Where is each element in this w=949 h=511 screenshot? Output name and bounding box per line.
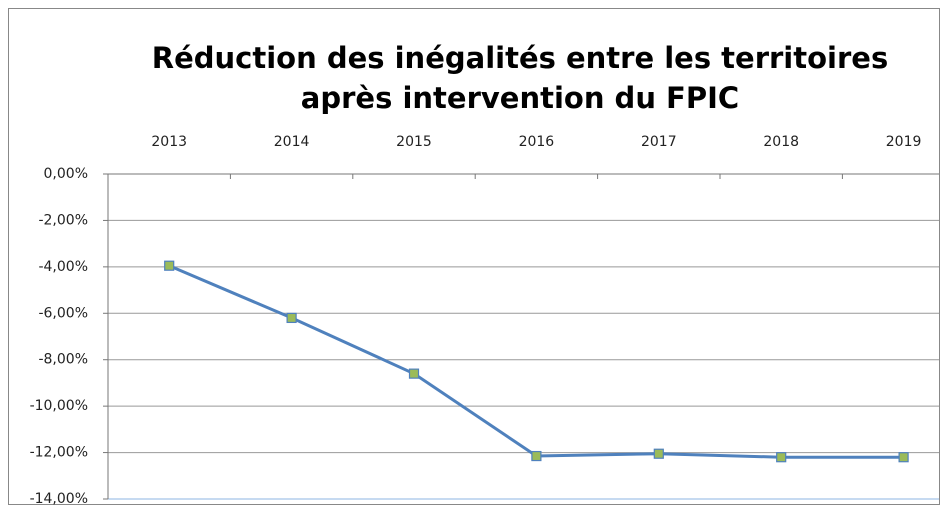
point-marker: [164, 260, 175, 271]
chart-title: Réduction des inégalités entre les terri…: [152, 41, 888, 75]
y-tick-label: -8,00%: [38, 352, 88, 368]
x-tick-label: 2017: [641, 134, 677, 150]
chart-frame: [8, 8, 940, 505]
x-tick-label: 2019: [886, 134, 922, 150]
point-marker: [776, 452, 787, 463]
y-tick-label: 0,00%: [44, 166, 88, 182]
x-tick-label: 2016: [519, 134, 555, 150]
x-tick-label: 2018: [763, 134, 799, 150]
y-tick-label: -14,00%: [30, 491, 88, 507]
y-tick-label: -12,00%: [30, 445, 88, 461]
point-marker: [653, 448, 664, 459]
x-tick-label: 2015: [396, 134, 432, 150]
x-tick-label: 2013: [151, 134, 187, 150]
y-tick-label: -2,00%: [38, 212, 88, 228]
point-marker: [408, 368, 420, 379]
point-marker: [898, 452, 909, 463]
point-marker: [286, 312, 297, 324]
point-marker: [531, 450, 542, 462]
chart-title: après intervention du FPIC: [301, 81, 739, 115]
y-tick-label: -6,00%: [38, 305, 88, 321]
y-tick-label: -4,00%: [38, 259, 88, 275]
x-tick-label: 2014: [274, 134, 310, 150]
y-tick-label: -10,00%: [30, 398, 88, 414]
